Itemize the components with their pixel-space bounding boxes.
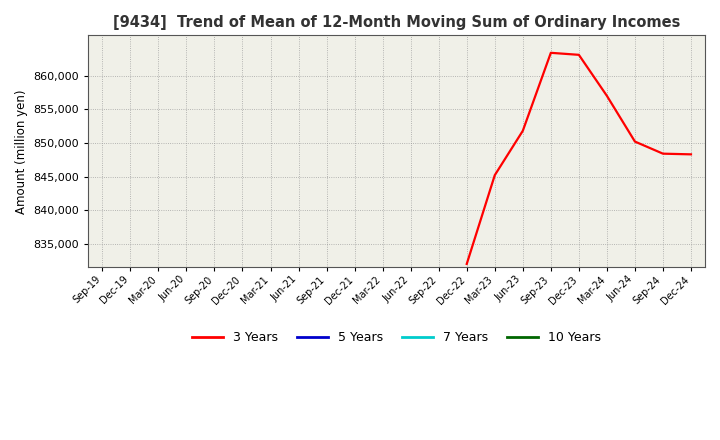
- Y-axis label: Amount (million yen): Amount (million yen): [15, 89, 28, 213]
- Legend: 3 Years, 5 Years, 7 Years, 10 Years: 3 Years, 5 Years, 7 Years, 10 Years: [187, 326, 606, 349]
- Title: [9434]  Trend of Mean of 12-Month Moving Sum of Ordinary Incomes: [9434] Trend of Mean of 12-Month Moving …: [113, 15, 680, 30]
